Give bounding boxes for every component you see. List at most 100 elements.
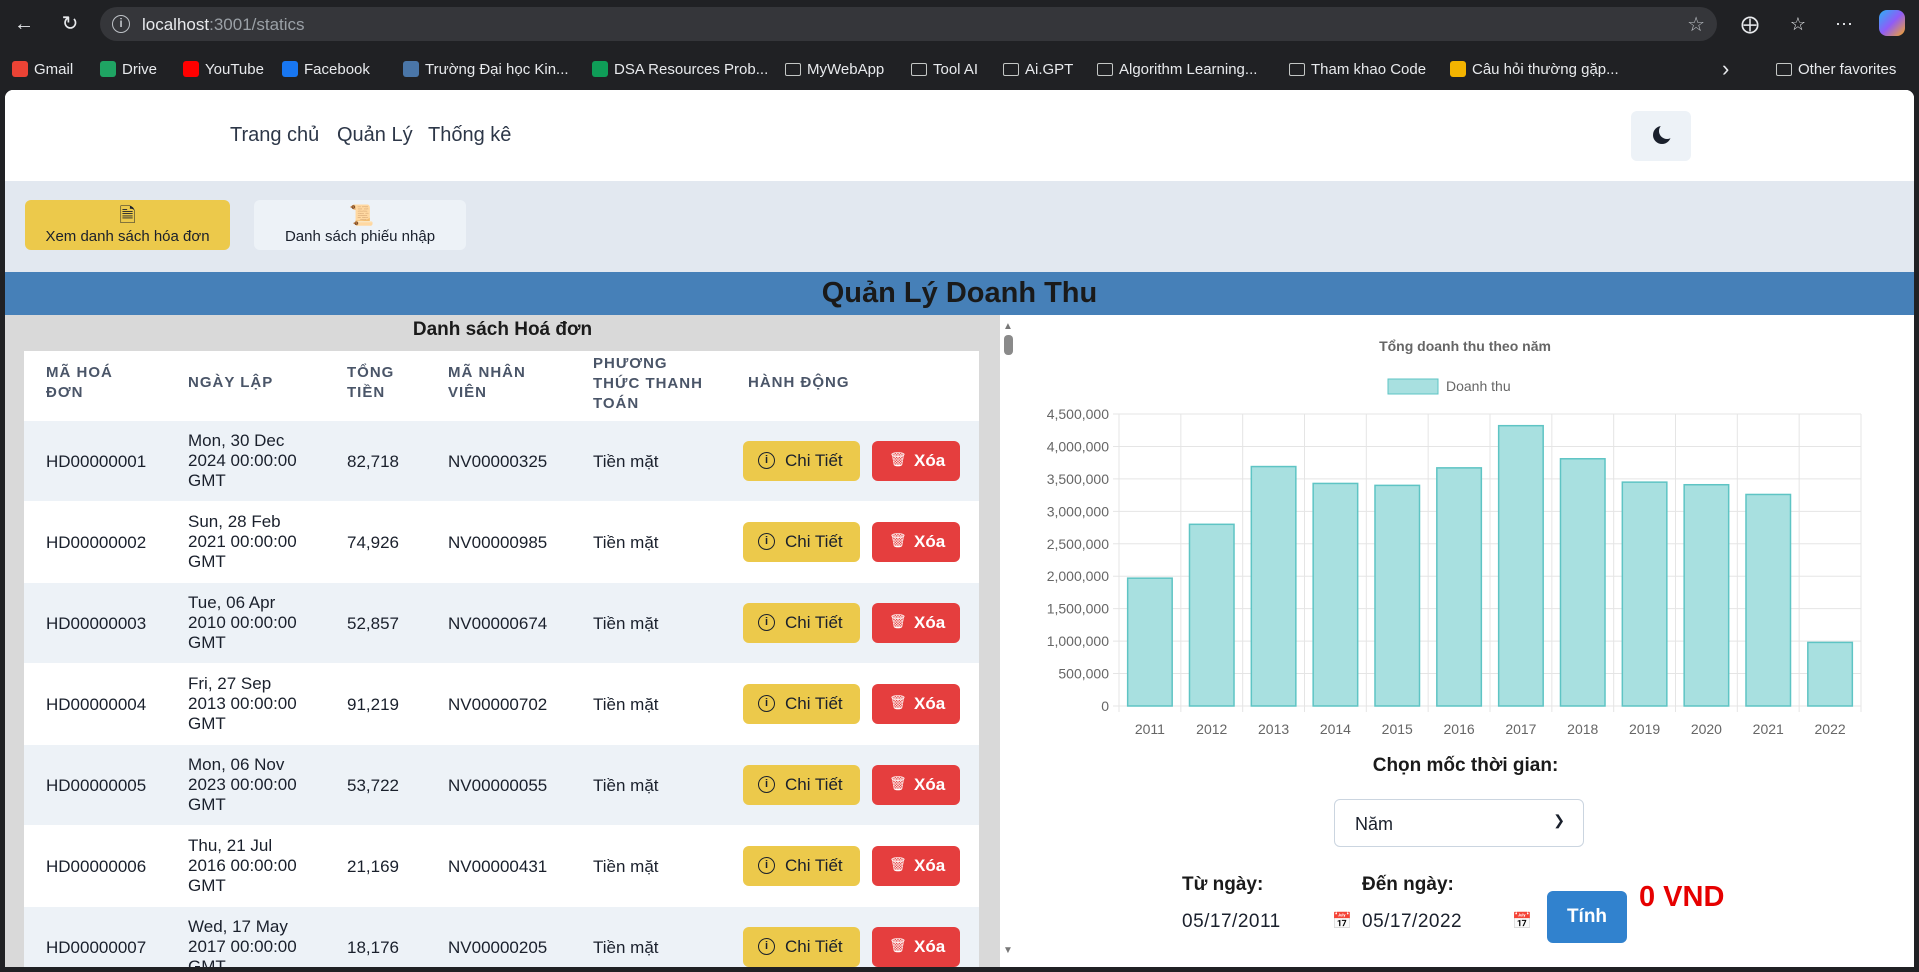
bookmark-item[interactable]: Gmail bbox=[12, 58, 73, 80]
info-icon: i bbox=[758, 533, 775, 550]
x-tick-label: 2021 bbox=[1753, 721, 1784, 737]
vertical-scrollbar[interactable]: ▲ ▼ bbox=[1000, 315, 1017, 967]
favorites-icon[interactable]: ☆ bbox=[1789, 14, 1807, 34]
detail-button-label: Chi Tiết bbox=[785, 532, 843, 551]
delete-button[interactable]: 🗑 Xóa bbox=[872, 441, 960, 481]
detail-button-label: Chi Tiết bbox=[785, 613, 843, 632]
bookmark-item[interactable]: Câu hỏi thường gặp... bbox=[1450, 58, 1619, 80]
bookmark-item[interactable]: Drive bbox=[100, 58, 157, 80]
column-header-line: NGÀY LẬP bbox=[188, 374, 274, 391]
invoice-date-line: Tue, 06 Apr bbox=[188, 593, 276, 612]
bar bbox=[1250, 465, 1297, 707]
invoice-list-title: Danh sách Hoá đơn bbox=[412, 319, 593, 340]
calendar-icon[interactable]: 📅 bbox=[1332, 913, 1352, 930]
bookmark-item[interactable]: Algorithm Learning... bbox=[1097, 58, 1257, 80]
detail-button[interactable]: i Chi Tiết bbox=[743, 522, 860, 562]
invoice-date-line: GMT bbox=[188, 795, 226, 814]
from-date-input[interactable]: 05/17/2011 📅 bbox=[1182, 901, 1352, 941]
theme-toggle-button[interactable] bbox=[1631, 111, 1691, 161]
bookmark-item[interactable]: Trường Đại học Kin... bbox=[403, 58, 569, 80]
delete-button[interactable]: 🗑 Xóa bbox=[872, 765, 960, 805]
bar bbox=[1745, 493, 1792, 707]
x-tick-label: 2014 bbox=[1320, 721, 1351, 737]
detail-button[interactable]: i Chi Tiết bbox=[743, 927, 860, 967]
invoice-date-line: 2016 00:00:00 bbox=[188, 856, 297, 875]
address-bar[interactable]: i localhost:3001/statics ☆ bbox=[100, 7, 1717, 41]
reload-icon[interactable]: ↻ bbox=[61, 13, 79, 35]
delete-button[interactable]: 🗑 Xóa bbox=[872, 522, 960, 562]
column-header-staff: MÃ NHÂN VIÊN bbox=[448, 363, 526, 403]
x-tick-label: 2013 bbox=[1258, 721, 1289, 737]
trash-icon: 🗑 bbox=[889, 613, 907, 629]
nav-stats-link[interactable]: Thống kê bbox=[428, 124, 512, 146]
invoice-date: Mon, 06 Nov 2023 00:00:00 GMT bbox=[188, 755, 308, 815]
invoice-id: HD00000003 bbox=[46, 614, 147, 633]
top-navigation: Trang chủ Quản Lý Thống kê bbox=[5, 90, 1914, 181]
url-text: localhost:3001/statics bbox=[142, 15, 305, 34]
moon-icon bbox=[1653, 123, 1675, 144]
delete-button[interactable]: 🗑 Xóa bbox=[872, 846, 960, 886]
more-menu-icon[interactable]: ⋯ bbox=[1835, 14, 1853, 34]
bookmark-item[interactable]: Facebook bbox=[282, 58, 370, 80]
receipt-list-button[interactable]: 📜 Danh sách phiếu nhập bbox=[254, 200, 466, 250]
nav-manage-link[interactable]: Quản Lý bbox=[337, 124, 413, 146]
bar bbox=[1683, 483, 1730, 707]
chart-title: Tổng doanh thu theo năm bbox=[1379, 338, 1551, 354]
detail-button[interactable]: i Chi Tiết bbox=[743, 441, 860, 481]
favorite-star-icon[interactable]: ☆ bbox=[1687, 14, 1705, 36]
bookmark-item[interactable]: Other favorites bbox=[1776, 58, 1896, 80]
bar bbox=[1497, 424, 1544, 707]
gmail-icon bbox=[12, 61, 28, 77]
extensions-icon[interactable]: ⨁ bbox=[1741, 14, 1759, 34]
bar bbox=[1436, 467, 1483, 707]
bookmark-item[interactable]: Tool AI bbox=[911, 58, 978, 80]
period-label: Chọn mốc thời gian: bbox=[1372, 755, 1559, 776]
y-tick-label: 500,000 bbox=[1058, 666, 1109, 682]
invoice-date: Thu, 21 Jul 2016 00:00:00 GMT bbox=[188, 836, 308, 896]
invoice-date-line: 2021 00:00:00 bbox=[188, 532, 297, 551]
scroll-up-icon[interactable]: ▲ bbox=[1003, 321, 1013, 332]
bookmark-item[interactable]: DSA Resources Prob... bbox=[592, 58, 768, 80]
site-info-icon[interactable]: i bbox=[112, 15, 130, 33]
calendar-icon[interactable]: 📅 bbox=[1512, 913, 1532, 930]
detail-button[interactable]: i Chi Tiết bbox=[743, 684, 860, 724]
payment-method: Tiền mặt bbox=[593, 857, 659, 876]
invoice-total: 18,176 bbox=[347, 938, 399, 957]
payment-method: Tiền mặt bbox=[593, 614, 659, 633]
delete-button[interactable]: 🗑 Xóa bbox=[872, 603, 960, 643]
copilot-icon[interactable] bbox=[1879, 10, 1905, 36]
bookmark-item[interactable]: MyWebApp bbox=[785, 58, 884, 80]
table-row: HD00000003 Tue, 06 Apr 2010 00:00:00 GMT 52,… bbox=[24, 583, 979, 663]
back-icon[interactable]: ← bbox=[14, 13, 34, 35]
delete-button[interactable]: 🗑 Xóa bbox=[872, 927, 960, 967]
app-page: Trang chủ Quản Lý Thống kê 🗎 Xem danh sá… bbox=[5, 90, 1914, 967]
y-tick-label: 1,500,000 bbox=[1047, 601, 1109, 617]
detail-button[interactable]: i Chi Tiết bbox=[743, 846, 860, 886]
calculate-button[interactable]: Tính bbox=[1547, 891, 1627, 943]
bookmark-item[interactable]: Ai.GPT bbox=[1003, 58, 1073, 80]
payment-method: Tiền mặt bbox=[593, 776, 659, 795]
trash-icon: 🗑 bbox=[889, 856, 907, 872]
invoice-date-line: 2024 00:00:00 bbox=[188, 451, 297, 470]
detail-button[interactable]: i Chi Tiết bbox=[743, 765, 860, 805]
y-tick-label: 1,000,000 bbox=[1047, 633, 1109, 649]
bookmark-label: Ai.GPT bbox=[1025, 60, 1074, 78]
folder-icon bbox=[911, 62, 927, 76]
period-select[interactable]: Năm ❯ bbox=[1334, 799, 1584, 847]
invoice-list-button[interactable]: 🗎 Xem danh sách hóa đơn bbox=[25, 200, 230, 250]
delete-button[interactable]: 🗑 Xóa bbox=[872, 684, 960, 724]
y-tick-label: 2,000,000 bbox=[1047, 568, 1109, 584]
to-date-input[interactable]: 05/17/2022 📅 bbox=[1362, 901, 1532, 941]
column-header-line: TOÁN bbox=[593, 395, 640, 412]
scroll-thumb[interactable] bbox=[1004, 335, 1013, 355]
nav-home-link[interactable]: Trang chủ bbox=[230, 124, 320, 146]
bookmark-item[interactable]: YouTube bbox=[183, 58, 264, 80]
scroll-down-icon[interactable]: ▼ bbox=[1003, 945, 1013, 956]
detail-button[interactable]: i Chi Tiết bbox=[743, 603, 860, 643]
bookmark-item[interactable]: Tham khao Code bbox=[1289, 58, 1426, 80]
y-tick-label: 4,000,000 bbox=[1047, 438, 1109, 454]
bar bbox=[1188, 523, 1235, 707]
bookmarks-overflow-icon[interactable]: › bbox=[1722, 56, 1730, 81]
column-header-id: MÃ HOÁ ĐƠN bbox=[46, 363, 113, 403]
revenue-total: 0 VND bbox=[1639, 881, 1725, 913]
